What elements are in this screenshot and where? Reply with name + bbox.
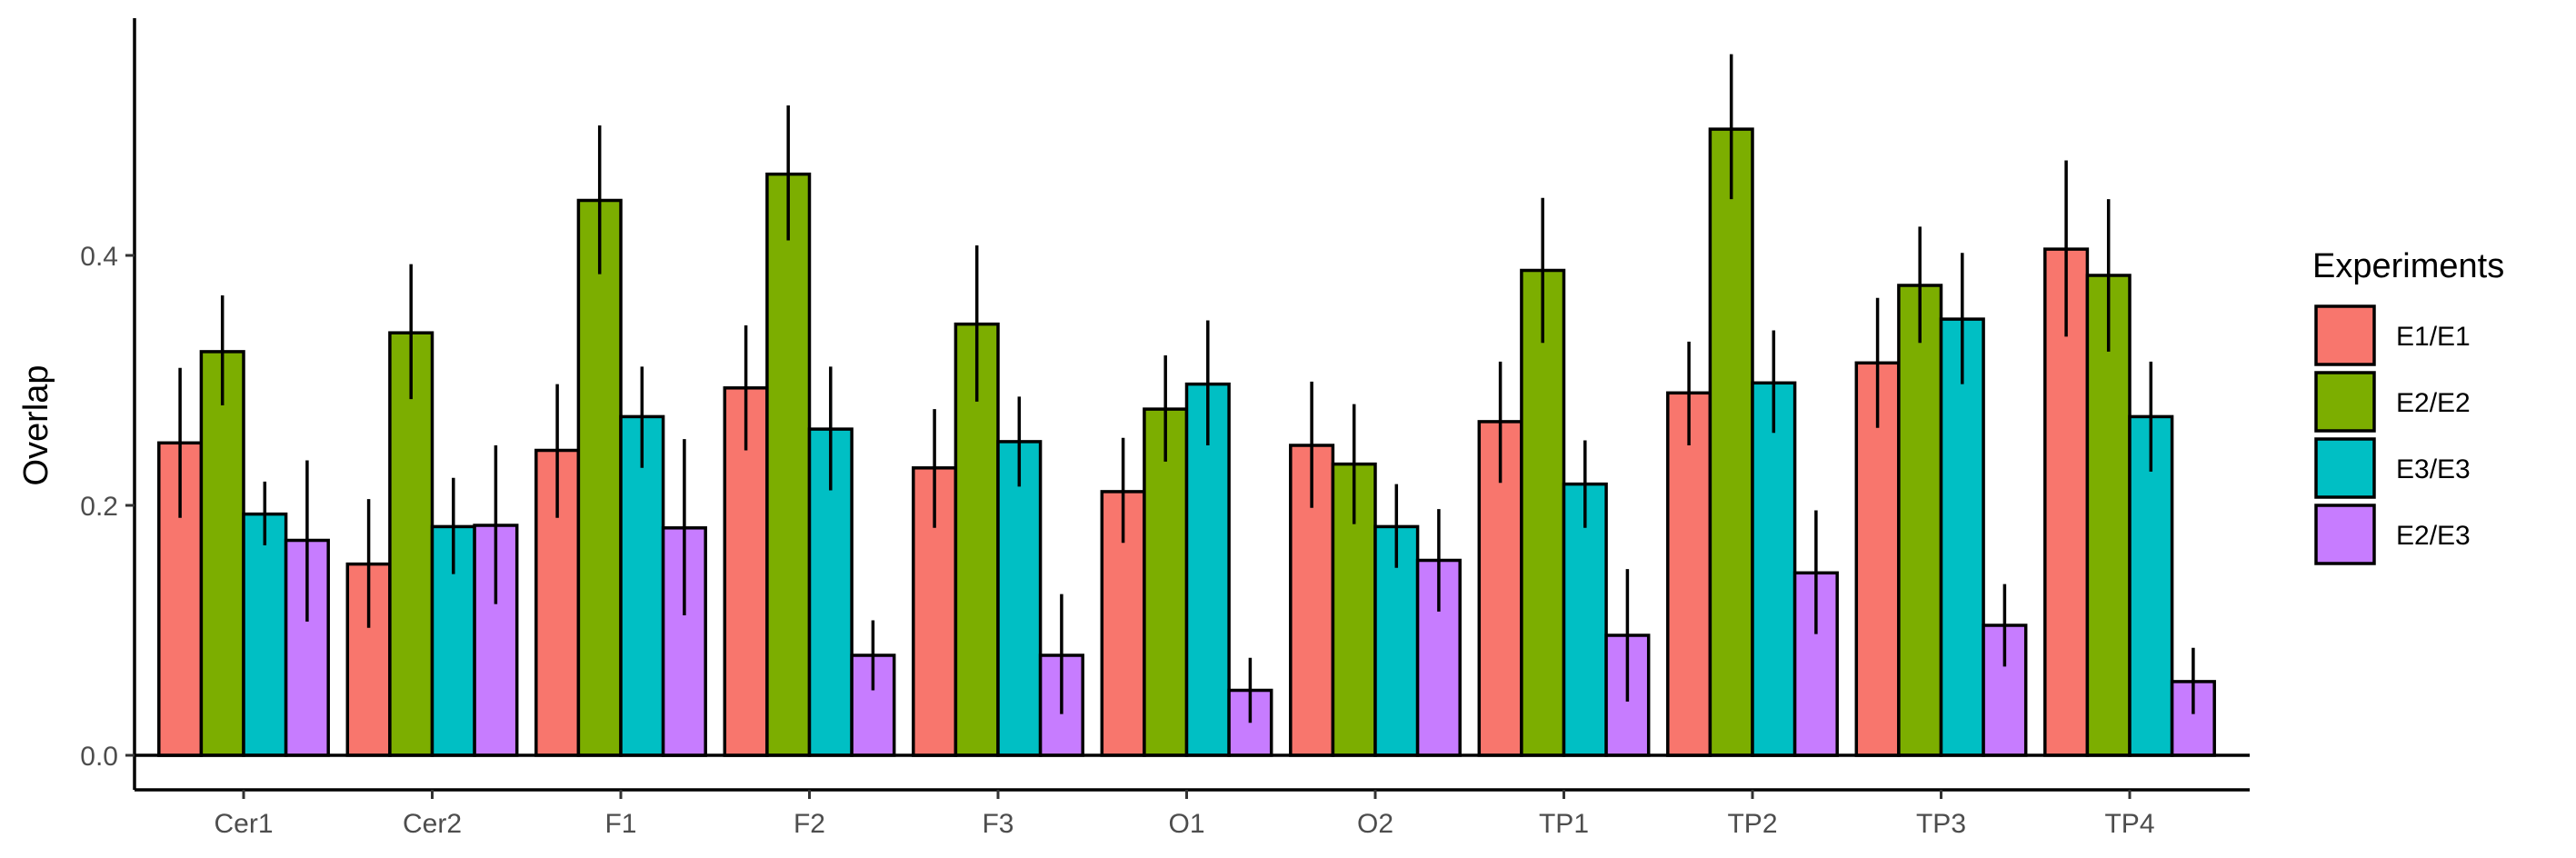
bar xyxy=(619,414,665,757)
bar xyxy=(199,350,245,757)
legend-label: E2/E3 xyxy=(2396,521,2471,551)
x-tick-label: F3 xyxy=(982,809,1013,839)
bar xyxy=(765,172,812,757)
x-tick-label: O2 xyxy=(1357,809,1393,839)
legend-key xyxy=(2314,437,2376,499)
bar xyxy=(1897,284,1943,757)
legend: Experiments E1/E1 E2/E2 E3/E3 E2/E3 xyxy=(2312,247,2504,565)
legend-key xyxy=(2314,371,2376,433)
legend-label: E2/E2 xyxy=(2396,388,2471,418)
bar xyxy=(1520,268,1566,757)
legend-key xyxy=(2314,504,2376,565)
y-axis-title: Overlap xyxy=(17,364,55,485)
bar xyxy=(1666,391,1712,757)
y-tick-label: 0.4 xyxy=(80,242,118,272)
x-tick-label: TP2 xyxy=(1727,809,1777,839)
bar xyxy=(242,512,288,757)
x-tick-label: O1 xyxy=(1168,809,1204,839)
x-tick-label: TP1 xyxy=(1539,809,1589,839)
x-tick-label: TP4 xyxy=(2104,809,2154,839)
x-tick-label: Cer2 xyxy=(403,809,462,839)
bar xyxy=(1751,381,1797,757)
plot-area: 0.0 0.2 0.4 Cer1 Cer2 F1 F2 F3 O1 O2 TP1 TP2 TP3 TP4 xyxy=(80,18,2250,839)
legend-title: Experiments xyxy=(2312,247,2504,285)
bar xyxy=(1939,317,1985,757)
legend-key xyxy=(2314,304,2376,366)
bar xyxy=(996,440,1043,757)
bar xyxy=(1562,482,1608,757)
bar xyxy=(576,198,623,757)
x-tick-label: Cer1 xyxy=(214,809,273,839)
x-tick-label: TP3 xyxy=(1916,809,1966,839)
x-tick-label: F2 xyxy=(794,809,825,839)
x-tick-label: F1 xyxy=(604,809,636,839)
bar xyxy=(1708,127,1754,757)
bar xyxy=(2128,414,2174,757)
legend-label: E3/E3 xyxy=(2396,454,2471,484)
legend-label: E1/E1 xyxy=(2396,322,2471,352)
y-tick-label: 0.2 xyxy=(80,492,118,522)
y-tick-label: 0.0 xyxy=(80,742,118,772)
